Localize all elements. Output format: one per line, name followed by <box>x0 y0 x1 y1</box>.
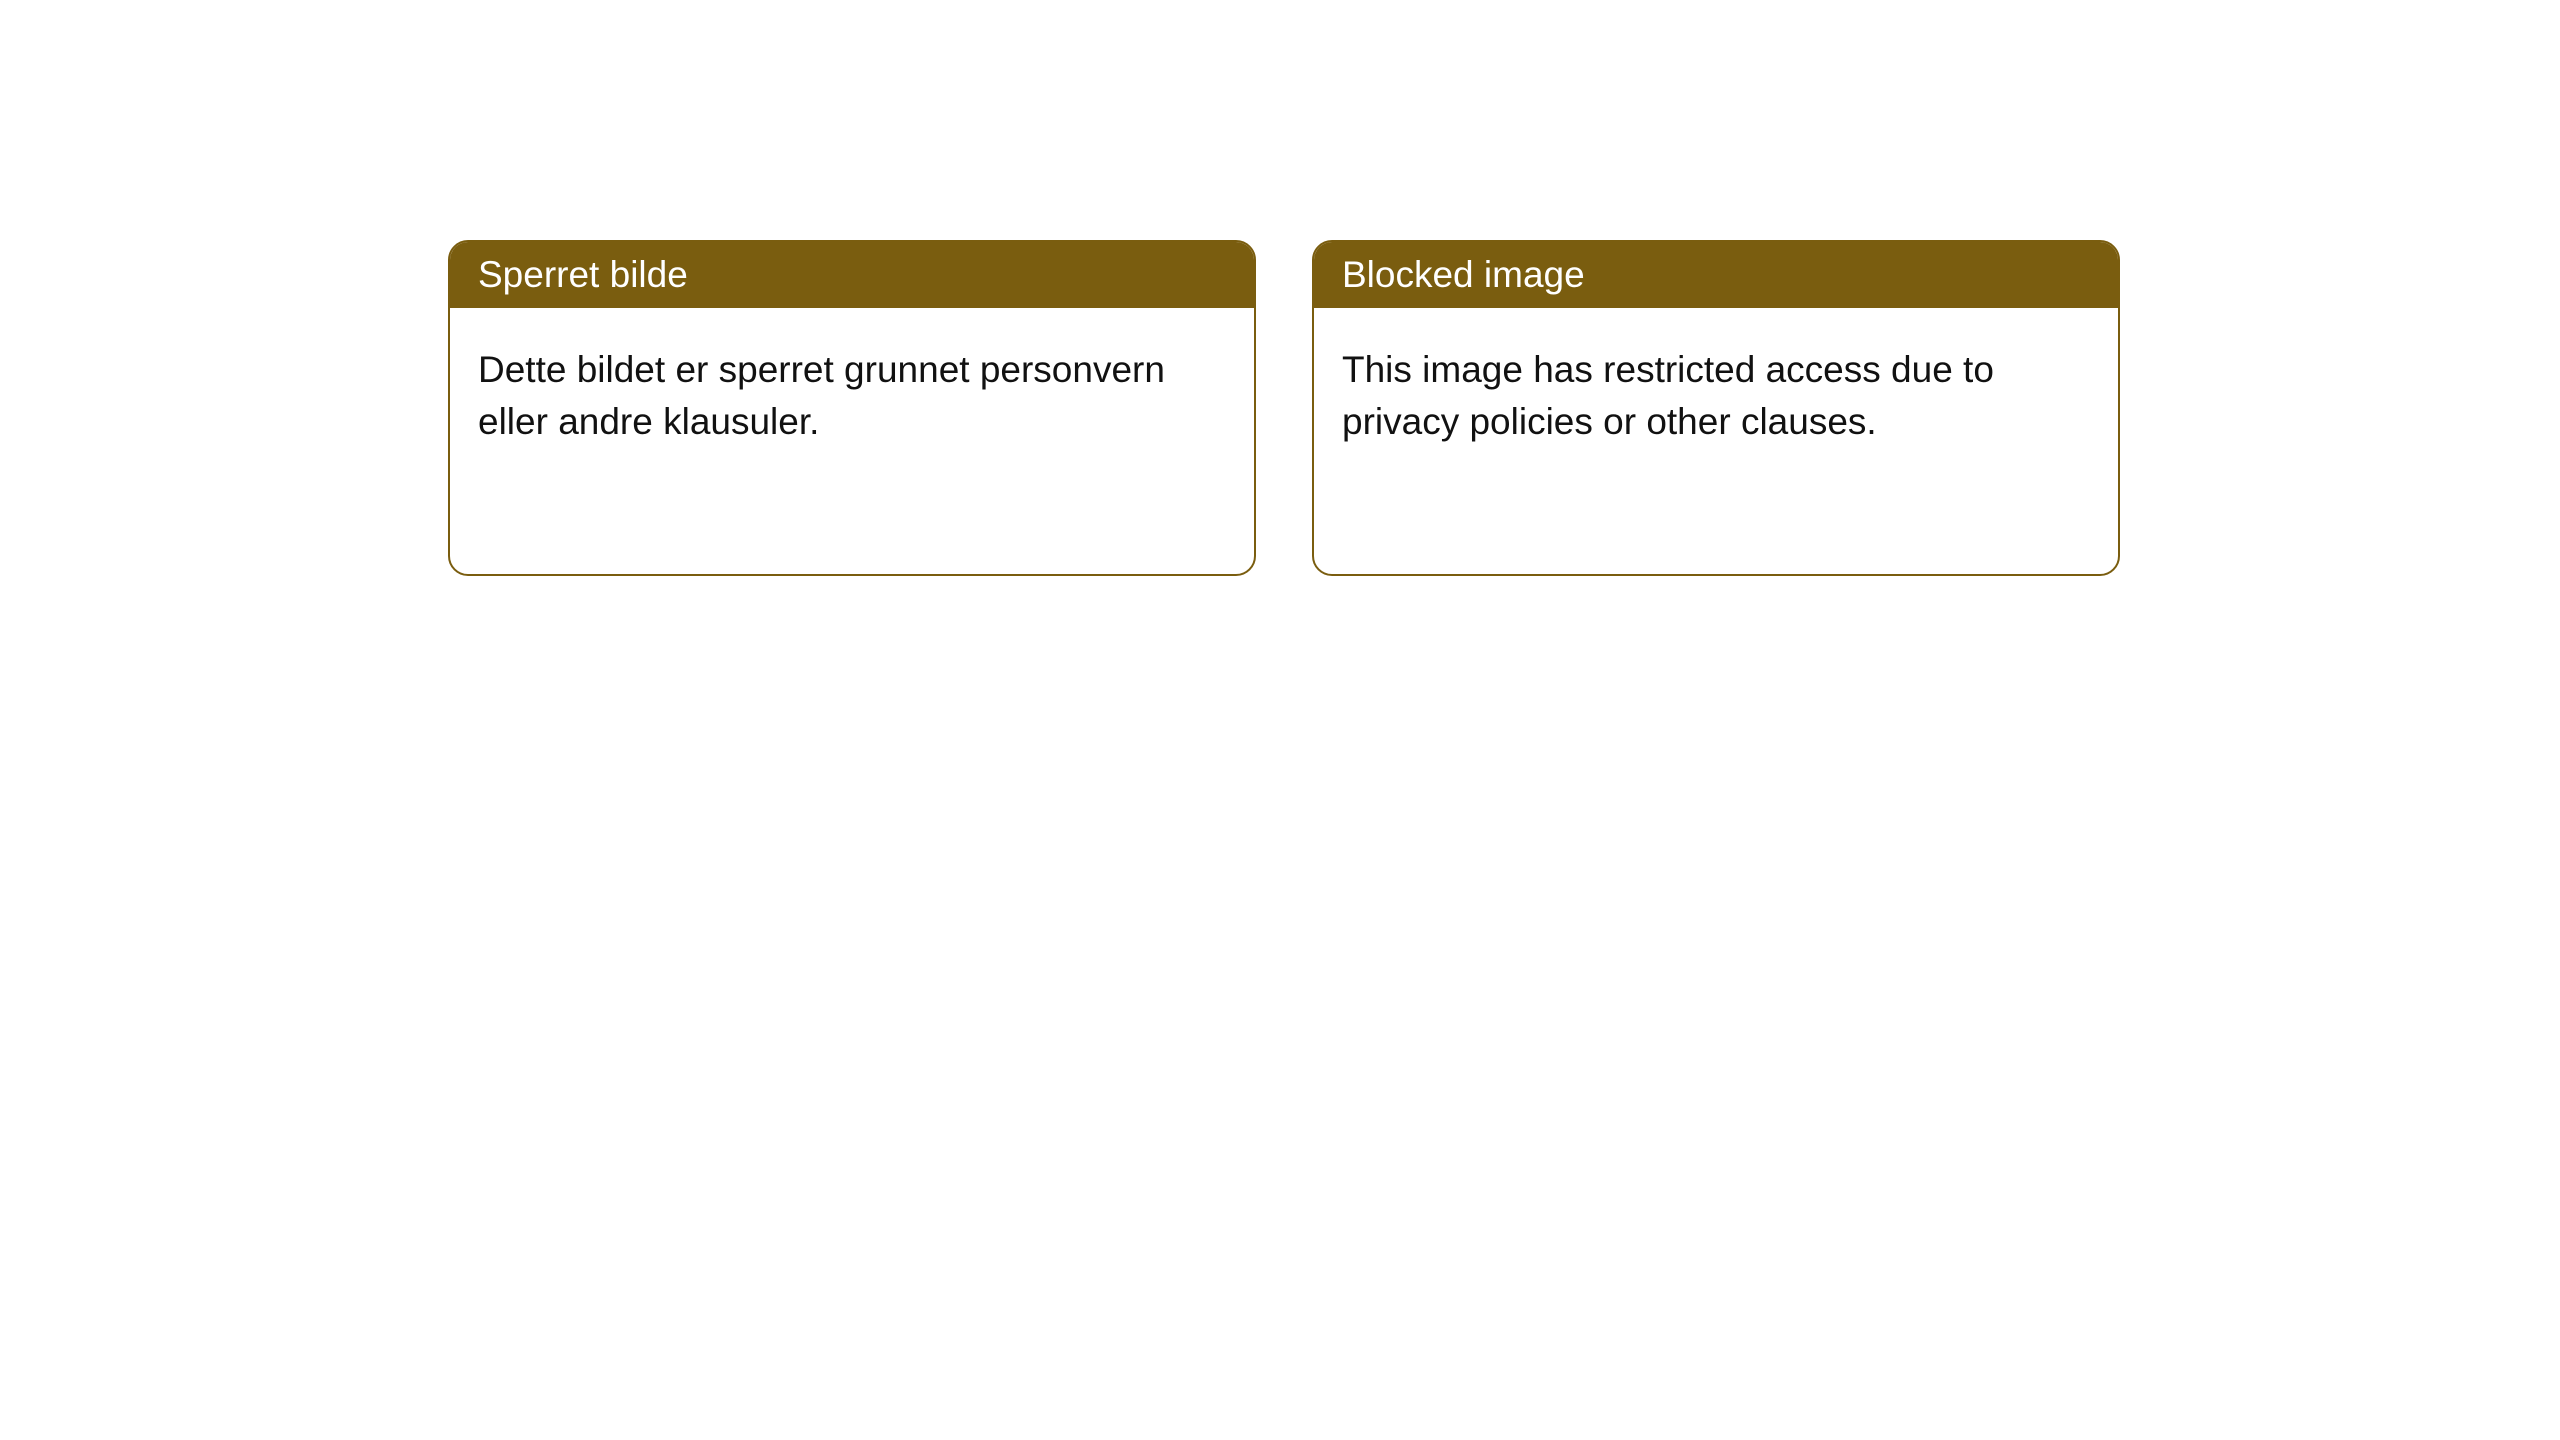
notice-card-body: This image has restricted access due to … <box>1314 308 2118 484</box>
notice-card-english: Blocked image This image has restricted … <box>1312 240 2120 576</box>
notice-card-body: Dette bildet er sperret grunnet personve… <box>450 308 1254 484</box>
notice-card-title: Sperret bilde <box>450 242 1254 308</box>
notice-container: Sperret bilde Dette bildet er sperret gr… <box>0 0 2560 576</box>
notice-card-title: Blocked image <box>1314 242 2118 308</box>
notice-card-norwegian: Sperret bilde Dette bildet er sperret gr… <box>448 240 1256 576</box>
